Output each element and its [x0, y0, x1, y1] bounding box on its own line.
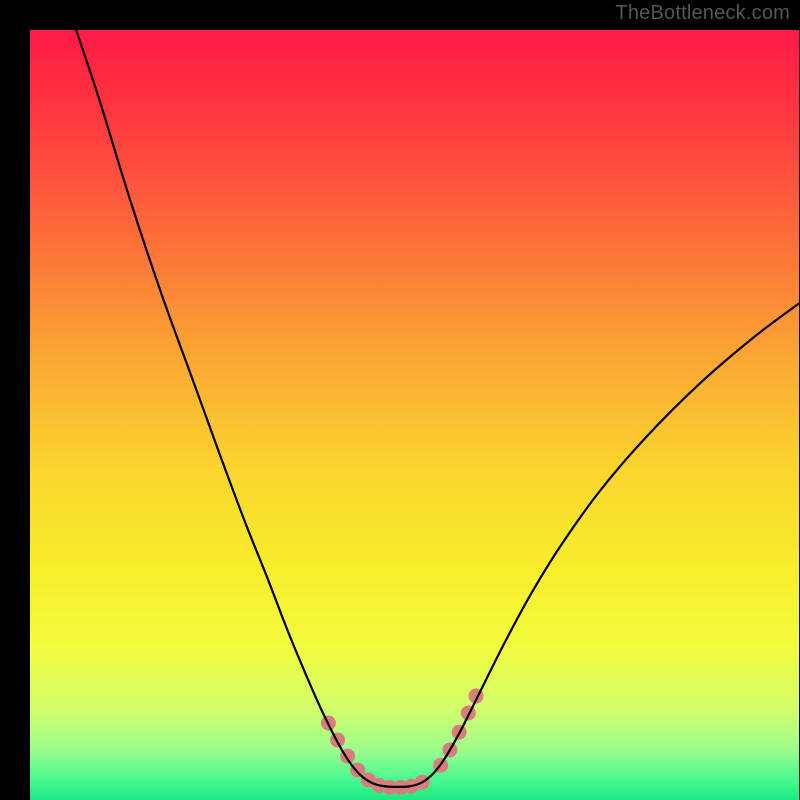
curve-marker: [461, 705, 476, 720]
watermark-label: TheBottleneck.com: [615, 2, 790, 25]
canvas-frame: TheBottleneck.com: [0, 0, 800, 800]
v-curve-path: [76, 30, 799, 787]
curve-bottom-markers: [321, 689, 484, 795]
plot-area: [30, 30, 799, 800]
bottleneck-curve: [30, 30, 799, 800]
